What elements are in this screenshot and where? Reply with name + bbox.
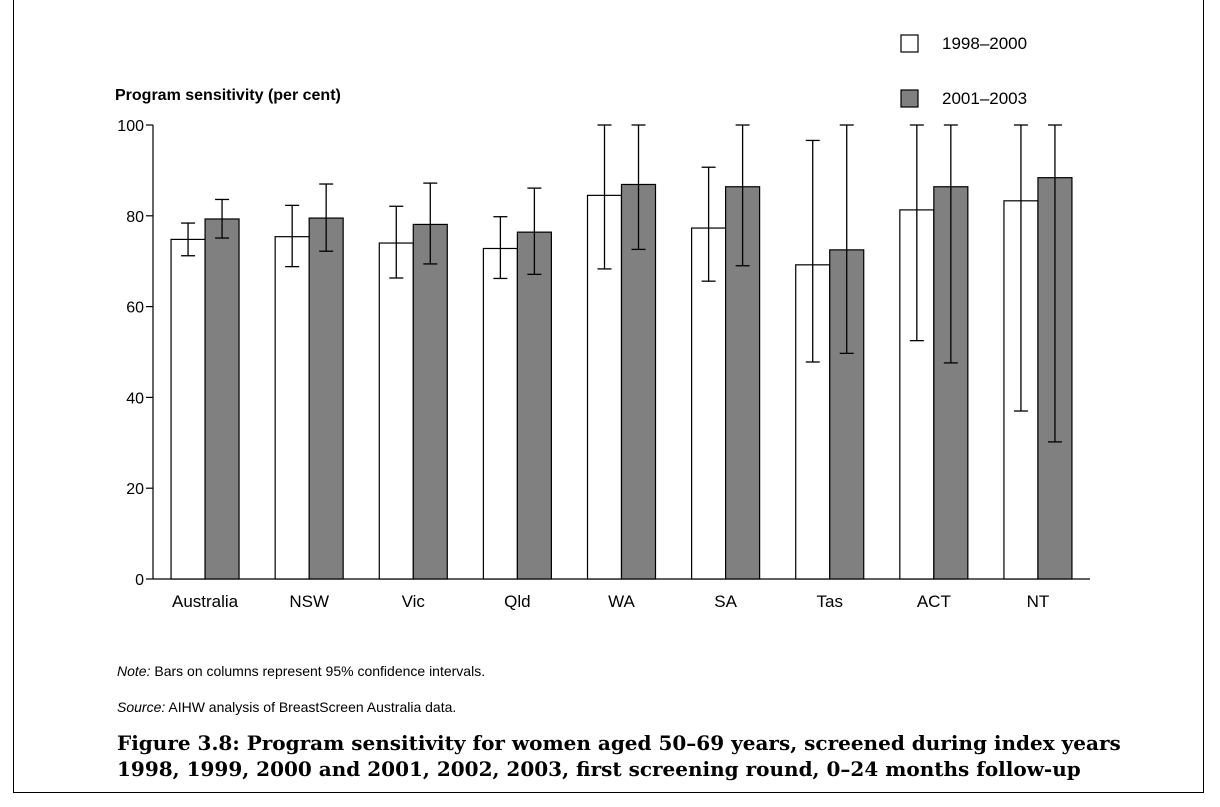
x-axis: Australia NSW Vic Qld WA SA Tas ACT NT [153,578,1090,611]
y-tick-label: 60 [126,300,144,317]
y-tick-label: 80 [126,209,144,226]
legend-label: 2001–2003 [942,89,1027,108]
x-tick-label: Australia [172,592,239,611]
note-label: Note: [117,663,151,679]
bar-series1 [482,247,518,580]
y-axis-label: Program sensitivity (per cent) [115,87,341,104]
bar-series1 [691,227,727,580]
figure-frame [13,0,1204,793]
legend-label: 1998–2000 [942,34,1027,53]
x-tick-label: Tas [816,592,842,611]
bar-chart: Program sensitivity (per cent) 0 20 40 60 80… [115,34,1090,611]
bars [170,177,1073,580]
bar-series1 [170,238,206,580]
bar-series2 [308,217,344,580]
bar-series2 [620,183,657,580]
source-label: Source: [117,699,166,715]
legend-swatch [900,89,919,108]
x-tick-label: NT [1027,592,1050,611]
y-tick-label: 100 [117,118,144,135]
x-tick-label: NSW [289,592,329,611]
source-text: AIHW analysis of BreastScreen Australia … [165,699,457,715]
figure-caption: Figure 3.8: Program sensitivity for wome… [117,731,1121,781]
legend: 1998–2000 2001–2003 [900,34,1027,108]
bar-series2 [204,218,240,580]
bar-series2 [516,231,552,580]
x-tick-label: ACT [917,592,951,611]
y-tick-label: 0 [135,572,144,589]
y-tick-label: 40 [126,390,144,407]
note-line: Note: Bars on columns represent 95% conf… [117,663,485,679]
x-tick-label: SA [714,592,737,611]
note-text: Bars on columns represent 95% confidence… [150,663,486,679]
bar-series1 [378,242,414,580]
error-bars [181,124,1062,443]
x-tick-label: WA [608,592,635,611]
x-tick-label: Qld [504,592,530,611]
bar-series1 [274,236,310,580]
legend-swatch [900,34,919,53]
x-tick-label: Vic [402,592,426,611]
source-line: Source: AIHW analysis of BreastScreen Au… [117,699,456,715]
y-axis: 0 20 40 60 80 100 [117,118,154,589]
bar-series2 [412,223,448,580]
y-tick-label: 20 [126,481,144,498]
